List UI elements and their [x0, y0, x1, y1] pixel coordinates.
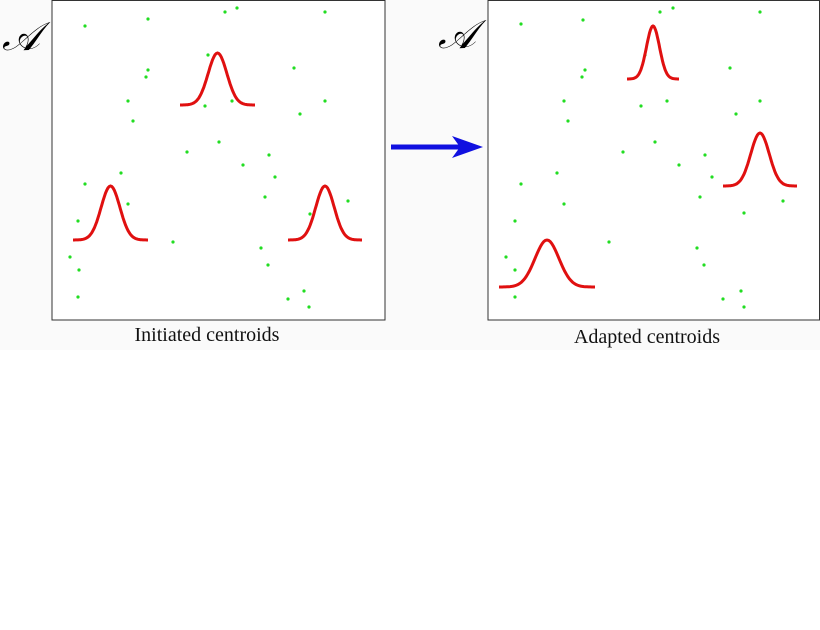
point — [513, 295, 517, 299]
point — [263, 195, 267, 199]
point — [695, 246, 699, 250]
point — [230, 99, 234, 103]
point — [562, 99, 566, 103]
point — [607, 240, 611, 244]
point — [217, 140, 221, 144]
point — [68, 255, 72, 259]
point — [739, 289, 743, 293]
point — [566, 119, 570, 123]
point — [146, 68, 150, 72]
arrow — [391, 136, 483, 158]
point — [555, 171, 559, 175]
point — [658, 10, 662, 14]
panel-caption: Adapted centroids — [574, 326, 720, 348]
point — [203, 104, 207, 108]
panel-box — [487, 0, 820, 321]
point — [323, 10, 327, 14]
gaussian — [723, 131, 797, 188]
point — [519, 22, 523, 26]
point — [581, 18, 585, 22]
point — [76, 295, 80, 299]
point — [126, 202, 130, 206]
point — [742, 305, 746, 309]
point — [83, 182, 87, 186]
point — [721, 297, 725, 301]
panel-caption: Initiated centroids — [135, 324, 280, 346]
point — [144, 75, 148, 79]
point — [323, 99, 327, 103]
point — [119, 171, 123, 175]
point — [653, 140, 657, 144]
point — [621, 150, 625, 154]
point — [758, 10, 762, 14]
gaussian — [73, 184, 148, 242]
point — [146, 17, 150, 21]
point — [83, 24, 87, 28]
point — [131, 119, 135, 123]
point — [698, 195, 702, 199]
point — [677, 163, 681, 167]
point — [580, 75, 584, 79]
point — [583, 68, 587, 72]
point — [307, 305, 311, 309]
point — [267, 153, 271, 157]
gaussian — [288, 184, 362, 242]
point — [185, 150, 189, 154]
point — [562, 202, 566, 206]
point — [519, 182, 523, 186]
point — [671, 6, 675, 10]
point — [504, 255, 508, 259]
gaussian — [627, 24, 679, 81]
point — [126, 99, 130, 103]
point — [513, 219, 517, 223]
point — [273, 175, 277, 179]
panel-box — [51, 0, 386, 321]
point — [286, 297, 290, 301]
gaussian — [499, 238, 595, 289]
point — [758, 99, 762, 103]
point — [702, 263, 706, 267]
gaussian — [180, 51, 255, 107]
point — [302, 289, 306, 293]
point — [742, 211, 746, 215]
points — [68, 6, 785, 309]
point — [781, 199, 785, 203]
point — [77, 268, 81, 272]
point — [171, 240, 175, 244]
point — [223, 10, 227, 14]
point — [710, 175, 714, 179]
point — [298, 112, 302, 116]
point — [259, 246, 263, 250]
point — [639, 104, 643, 108]
point — [235, 6, 239, 10]
point — [266, 263, 270, 267]
point — [76, 219, 80, 223]
point — [206, 53, 210, 57]
point — [346, 199, 350, 203]
point — [308, 212, 312, 216]
point — [513, 268, 517, 272]
point — [728, 66, 732, 70]
point — [734, 112, 738, 116]
gaussians — [73, 24, 797, 289]
point — [292, 66, 296, 70]
point — [241, 163, 245, 167]
point — [665, 99, 669, 103]
point — [703, 153, 707, 157]
